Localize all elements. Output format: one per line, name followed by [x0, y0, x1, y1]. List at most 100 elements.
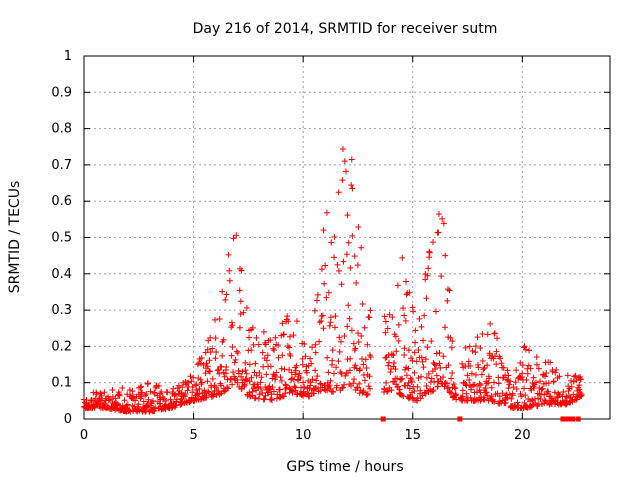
data-point: [462, 344, 469, 351]
data-point: [523, 376, 530, 383]
data-point: [519, 362, 526, 369]
data-point: [532, 379, 539, 386]
data-point: [241, 381, 248, 388]
data-point: [273, 369, 280, 376]
data-point: [499, 390, 506, 397]
data-point: [339, 145, 346, 152]
data-point: [418, 354, 425, 361]
data-point: [539, 385, 546, 392]
data-point: [313, 377, 320, 384]
data-point: [216, 315, 223, 322]
data-point: [474, 334, 481, 341]
data-point: [170, 385, 177, 392]
data-point: [392, 333, 399, 340]
data-point: [296, 370, 303, 377]
data-point: [151, 407, 158, 414]
data-point: [420, 364, 427, 371]
data-point: [244, 377, 251, 384]
data-point: [388, 387, 395, 394]
data-point: [293, 362, 300, 369]
data-point: [291, 383, 298, 390]
data-point: [442, 379, 449, 386]
data-point: [459, 387, 466, 394]
data-point: [203, 360, 210, 367]
data-point: [402, 317, 409, 324]
data-point: [256, 370, 263, 377]
data-point: [491, 398, 498, 405]
data-point: [282, 385, 289, 392]
data-point: [423, 382, 430, 389]
data-point: [129, 388, 136, 395]
data-point: [213, 384, 220, 391]
data-point: [514, 399, 521, 406]
data-point: [218, 382, 225, 389]
data-point: [513, 385, 520, 392]
data-point: [527, 365, 534, 372]
y-tick-label: 0.3: [51, 303, 72, 318]
data-point: [357, 366, 364, 373]
x-tick-label: 5: [189, 428, 197, 443]
data-point: [317, 387, 324, 394]
data-point: [440, 374, 447, 381]
data-point: [138, 383, 145, 390]
data-point: [342, 372, 349, 379]
data-point: [338, 370, 345, 377]
data-point: [261, 396, 268, 403]
x-tick-label: 15: [404, 428, 421, 443]
data-point: [483, 380, 490, 387]
data-point: [336, 348, 343, 355]
data-point: [436, 349, 443, 356]
data-point: [530, 385, 537, 392]
data-point: [536, 378, 543, 385]
data-point: [506, 391, 513, 398]
data-point: [339, 177, 346, 184]
data-point: [203, 392, 210, 399]
data-point: [493, 348, 500, 355]
gap-marker: [566, 416, 572, 422]
data-point: [331, 233, 338, 240]
data-point: [382, 318, 389, 325]
data-point: [448, 344, 455, 351]
gap-markers: [380, 416, 581, 422]
data-point: [270, 345, 277, 352]
data-point: [316, 319, 323, 326]
data-point: [222, 296, 229, 303]
data-point: [200, 361, 207, 368]
data-point: [251, 369, 258, 376]
data-point: [83, 396, 90, 403]
data-point: [237, 298, 244, 305]
data-point: [390, 352, 397, 359]
data-point: [491, 330, 498, 337]
data-point: [226, 277, 233, 284]
data-point: [149, 397, 156, 404]
x-tick-label: 10: [295, 428, 312, 443]
data-point: [300, 379, 307, 386]
data-point: [309, 376, 316, 383]
data-point: [284, 343, 291, 350]
data-point: [395, 321, 402, 328]
data-point: [193, 381, 200, 388]
data-point: [268, 396, 275, 403]
data-point: [468, 370, 475, 377]
data-point: [341, 381, 348, 388]
data-point: [271, 347, 278, 354]
data-point: [423, 374, 430, 381]
data-point: [413, 358, 420, 365]
data-point: [229, 322, 236, 329]
data-point: [406, 289, 413, 296]
data-point: [346, 315, 353, 322]
data-point: [449, 369, 456, 376]
data-point: [433, 362, 440, 369]
data-point: [448, 375, 455, 382]
data-point: [164, 389, 171, 396]
data-point: [212, 316, 219, 323]
data-point: [502, 399, 509, 406]
data-point: [223, 363, 230, 370]
data-point: [448, 389, 455, 396]
data-point: [235, 370, 242, 377]
data-point: [403, 372, 410, 379]
data-point: [340, 384, 347, 391]
data-point: [335, 189, 342, 196]
data-point: [398, 392, 405, 399]
data-point: [194, 361, 201, 368]
